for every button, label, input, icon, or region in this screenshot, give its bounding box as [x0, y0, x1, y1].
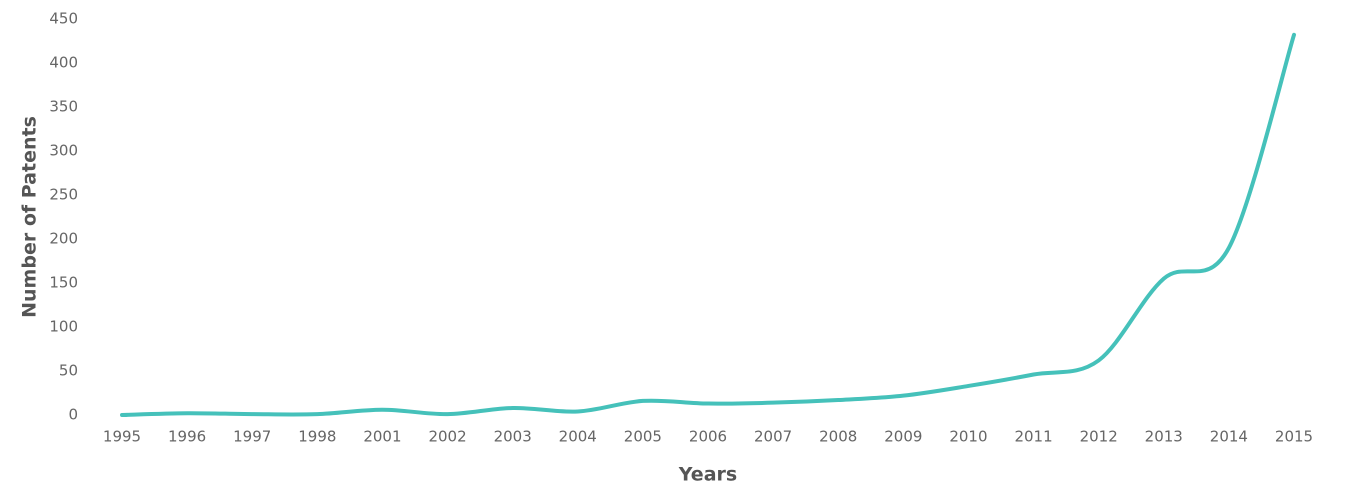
- x-axis-title: Years: [678, 464, 737, 486]
- x-tick-label: 2001: [363, 428, 401, 446]
- x-tick-label: 1996: [168, 428, 206, 446]
- x-tick-label: 2002: [428, 428, 466, 446]
- x-tick-label: 2010: [949, 428, 987, 446]
- x-tick-label: 2012: [1080, 428, 1118, 446]
- x-tick-label: 1997: [233, 428, 271, 446]
- y-tick-label: 300: [49, 142, 78, 160]
- y-tick-label: 100: [49, 318, 78, 336]
- y-tick-label: 250: [49, 186, 78, 204]
- y-tick-label: 150: [49, 274, 78, 292]
- x-tick-label: 2004: [559, 428, 597, 446]
- y-tick-label: 400: [49, 54, 78, 72]
- x-tick-label: 2013: [1145, 428, 1183, 446]
- y-tick-label: 200: [49, 230, 78, 248]
- x-tick-label: 2003: [494, 428, 532, 446]
- x-tick-label: 2014: [1210, 428, 1248, 446]
- y-axis-title: Number of Patents: [19, 116, 41, 318]
- x-tick-label: 1995: [103, 428, 141, 446]
- y-tick-label: 450: [49, 10, 78, 28]
- x-tick-label: 2008: [819, 428, 857, 446]
- y-tick-label: 0: [68, 406, 78, 424]
- x-tick-label: 2009: [884, 428, 922, 446]
- x-tick-label: 2005: [624, 428, 662, 446]
- y-tick-label: 50: [59, 362, 78, 380]
- data-line: [120, 32, 1296, 417]
- y-tick-label: 350: [49, 98, 78, 116]
- x-tick-label: 2007: [754, 428, 792, 446]
- x-tick-label: 2011: [1014, 428, 1052, 446]
- x-tick-label: 2015: [1275, 428, 1313, 446]
- x-tick-label: 2006: [689, 428, 727, 446]
- x-tick-label: 1998: [298, 428, 336, 446]
